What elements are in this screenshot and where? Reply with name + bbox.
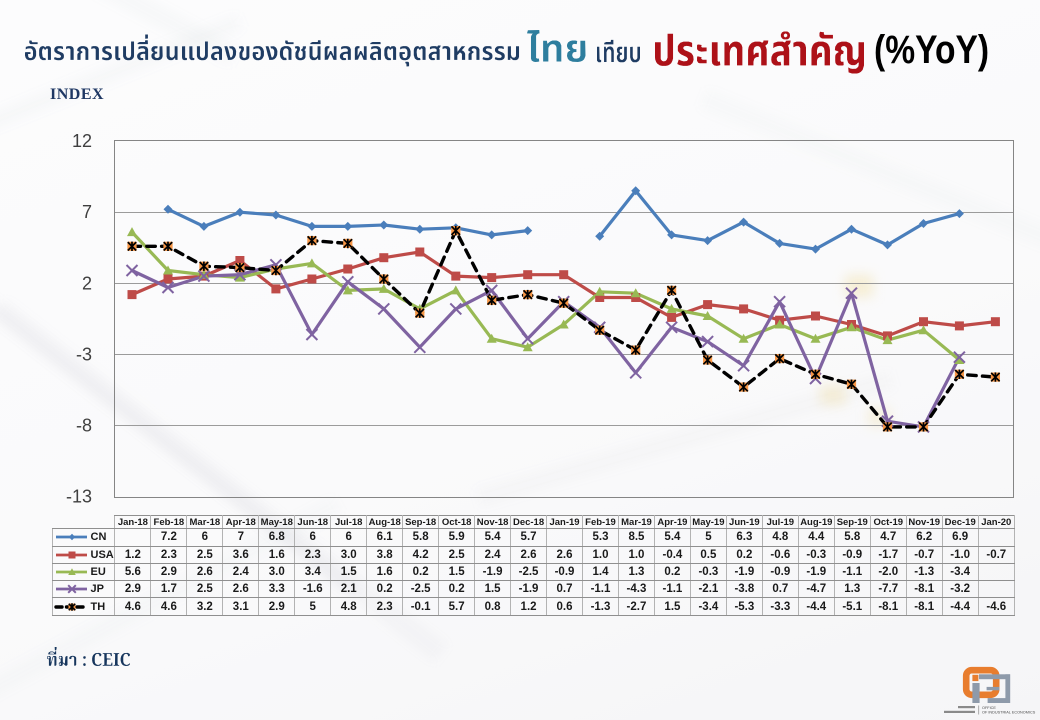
svg-text:-13: -13 bbox=[66, 487, 92, 507]
svg-text:-8: -8 bbox=[76, 416, 92, 436]
svg-text:OF INDUSTRIAL ECONOMICS: OF INDUSTRIAL ECONOMICS bbox=[982, 711, 1036, 715]
svg-text:12: 12 bbox=[72, 131, 92, 151]
svg-text:-3: -3 bbox=[76, 345, 92, 365]
svg-text:2: 2 bbox=[82, 273, 92, 293]
svg-text:7: 7 bbox=[82, 202, 92, 222]
svg-text:OFFICE: OFFICE bbox=[982, 706, 996, 710]
